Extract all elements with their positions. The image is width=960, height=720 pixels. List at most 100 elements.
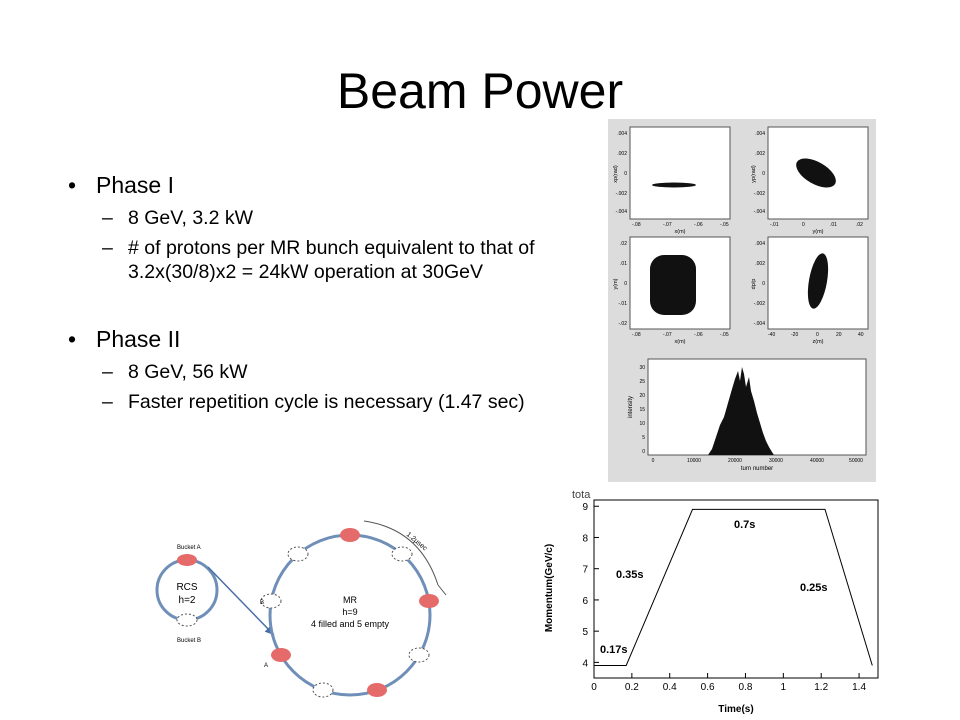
tick-label: -.05 bbox=[720, 222, 729, 228]
x-tick-label: 0.4 bbox=[663, 682, 677, 693]
tick-label: -.06 bbox=[694, 332, 703, 338]
mr-fill-label: 4 filled and 5 empty bbox=[311, 619, 390, 629]
rcs-harmonic: h=2 bbox=[179, 595, 196, 606]
phase1-item: # of protons per MR bunch equivalent to … bbox=[68, 236, 538, 284]
tick-label: .004 bbox=[755, 131, 765, 137]
tick-label: -.004 bbox=[616, 209, 628, 215]
phase1-item: 8 GeV, 3.2 kW bbox=[68, 206, 538, 230]
bunch-filled bbox=[367, 683, 387, 697]
tick-label: .002 bbox=[617, 151, 627, 157]
y-tick-label: 7 bbox=[582, 565, 588, 576]
y-tick-label: 4 bbox=[582, 658, 588, 669]
ring-diagram: Bucket A Bucket B RCS h=2 1.2µsec MR h=9… bbox=[155, 520, 447, 698]
tick-label: 0 bbox=[762, 171, 765, 177]
axis-label: yp(rad) bbox=[751, 165, 757, 183]
bunch-empty bbox=[391, 546, 413, 562]
tick-label: -.08 bbox=[632, 222, 641, 228]
tick-label: .02 bbox=[856, 222, 863, 228]
axis-label: z(m) bbox=[813, 339, 824, 345]
scatter-cloud bbox=[796, 158, 836, 188]
timing-tick bbox=[437, 584, 447, 596]
tick-label: 0 bbox=[624, 171, 627, 177]
tick-label: .004 bbox=[617, 131, 627, 137]
y-tick-label: 9 bbox=[582, 502, 588, 513]
tick-label: 0 bbox=[642, 449, 645, 455]
tick-label: -.07 bbox=[663, 332, 672, 338]
annotation-0.7s: 0.7s bbox=[734, 519, 755, 531]
axis-label: x(m) bbox=[675, 229, 686, 235]
scatter-cloud bbox=[807, 253, 829, 309]
tick-label: 15 bbox=[639, 407, 645, 413]
x-tick-label: 0.6 bbox=[701, 682, 715, 693]
momentum-series-line bbox=[594, 508, 873, 666]
tick-label: -.06 bbox=[694, 222, 703, 228]
phase1-heading: Phase I bbox=[68, 170, 538, 200]
tick-label: 0 bbox=[652, 458, 655, 464]
rcs-label: RCS bbox=[176, 582, 197, 593]
tick-label: .002 bbox=[755, 151, 765, 157]
bunch-empty bbox=[260, 593, 282, 609]
tick-label: -.002 bbox=[616, 191, 628, 197]
tick-label: 20 bbox=[639, 393, 645, 399]
histogram-bars bbox=[708, 367, 774, 455]
tick-label: .004 bbox=[755, 241, 765, 247]
bunch-empty bbox=[312, 682, 334, 698]
tick-label: 10 bbox=[639, 421, 645, 427]
tick-label: 30000 bbox=[769, 458, 783, 464]
mr-harmonic: h=9 bbox=[342, 607, 357, 617]
tick-label: 0 bbox=[802, 222, 805, 228]
tick-label: 0 bbox=[816, 332, 819, 338]
panel-yp-y: .004 .002 0 -.002 -.004 -.01 0 .01 .02 y… bbox=[751, 126, 869, 235]
bucket-b-label: Bucket B bbox=[177, 638, 201, 644]
axis-label: dp/p bbox=[751, 279, 757, 290]
bunch-filled bbox=[419, 594, 439, 608]
annotation-0.17s: 0.17s bbox=[600, 644, 628, 656]
bunch-filled bbox=[177, 554, 197, 566]
panel-histogram: 30 25 20 15 10 5 0 0 10000 20000 30000 4… bbox=[628, 358, 867, 472]
tick-label: .01 bbox=[830, 222, 837, 228]
tick-label: 5 bbox=[642, 435, 645, 441]
bunch-empty bbox=[287, 546, 309, 562]
y-axis-label: Momentum(GeV/c) bbox=[544, 544, 555, 632]
phase2-heading: Phase II bbox=[68, 324, 538, 354]
axis-label: xp(rad) bbox=[613, 165, 619, 183]
slide-title: Beam Power bbox=[336, 63, 624, 119]
tick-label: 0 bbox=[624, 281, 627, 287]
tick-label: 20 bbox=[836, 332, 842, 338]
tick-label: -.01 bbox=[618, 301, 627, 307]
tick-label: 50000 bbox=[849, 458, 863, 464]
tick-label: 20000 bbox=[728, 458, 742, 464]
y-tick-label: 5 bbox=[582, 627, 588, 638]
scatter-cloud bbox=[652, 182, 696, 188]
bunch-filled bbox=[271, 648, 291, 662]
label-a: A bbox=[264, 663, 268, 669]
momentum-plot: tota 4 5 6 7 8 9 0 0.2 0.4 0.6 0.8 1 1.2 1.4 Momentu… bbox=[544, 489, 879, 715]
tick-label: -.05 bbox=[720, 332, 729, 338]
scatter-cloud bbox=[650, 255, 696, 315]
axis-label: turn number bbox=[741, 466, 773, 472]
plot-header: tota bbox=[572, 489, 591, 501]
label-b: B bbox=[260, 600, 264, 606]
tick-label: -.002 bbox=[754, 191, 766, 197]
mr-label: MR bbox=[343, 595, 357, 605]
tick-label: .01 bbox=[620, 261, 627, 267]
x-axis-label: Time(s) bbox=[718, 704, 753, 715]
tick-label: 0 bbox=[762, 281, 765, 287]
tick-label: 40 bbox=[858, 332, 864, 338]
y-tick-label: 6 bbox=[582, 596, 588, 607]
tick-label: -.08 bbox=[632, 332, 641, 338]
x-tick-label: 0.2 bbox=[625, 682, 639, 693]
panel-y-x: .02 .01 0 -.01 -.02 -.08 -.07 -.06 -.05 … bbox=[613, 236, 731, 345]
phase2-item: 8 GeV, 56 kW bbox=[68, 360, 538, 384]
tick-label: -.02 bbox=[618, 321, 627, 327]
tick-label: .002 bbox=[755, 261, 765, 267]
phase2-item: Faster repetition cycle is necessary (1.… bbox=[68, 390, 538, 414]
tick-label: -.002 bbox=[754, 301, 766, 307]
axis-label: y(m) bbox=[613, 278, 619, 289]
tick-label: -.07 bbox=[663, 222, 672, 228]
tick-label: 40000 bbox=[810, 458, 824, 464]
axis-label: intensity bbox=[628, 396, 634, 418]
bunch-empty bbox=[176, 613, 198, 627]
x-tick-label: 0 bbox=[591, 682, 597, 693]
x-tick-label: 1 bbox=[781, 682, 787, 693]
